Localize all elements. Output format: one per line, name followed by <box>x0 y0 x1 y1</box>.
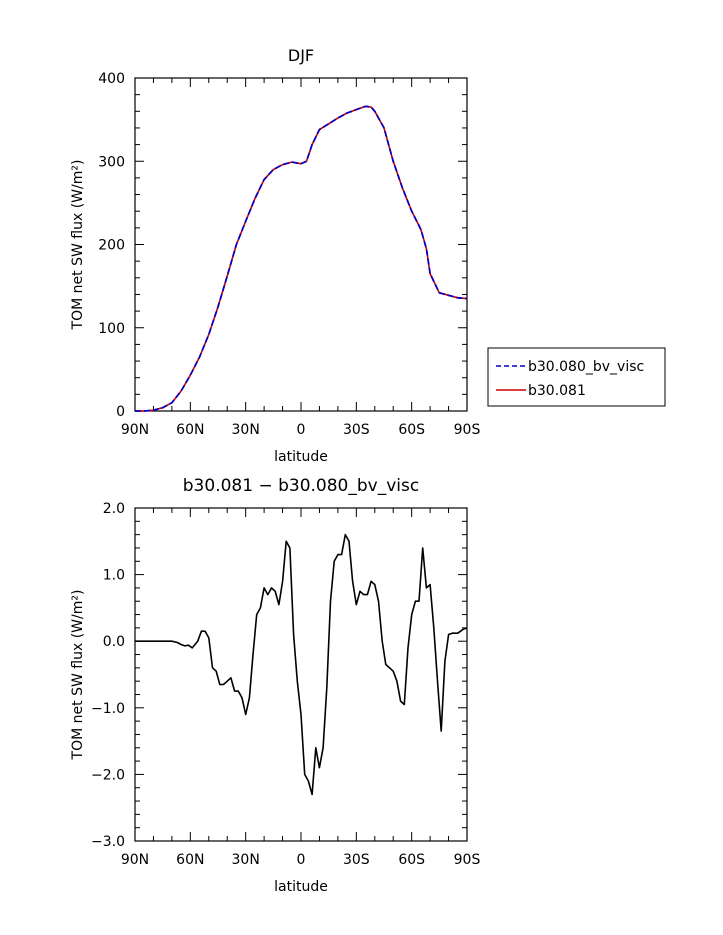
series-line-difference <box>135 533 468 796</box>
x-tick-label: 0 <box>297 422 306 438</box>
chart-title: DJF <box>288 46 314 65</box>
series-line-overlay-b30.080_bv_visc <box>135 105 468 412</box>
y-axis-label: TOM net SW flux (W/m²) <box>70 160 86 331</box>
y-tick-label: 300 <box>98 154 125 170</box>
y-tick-label: 1.0 <box>103 568 125 584</box>
bottom-panel: b30.081 − b30.080_bv_visc 90N 60N 30N 0 30S 60… <box>70 476 480 895</box>
x-tick-label: 60N <box>176 852 204 868</box>
x-tick-label: 30S <box>343 852 370 868</box>
y-tick-label: 200 <box>98 238 125 254</box>
x-tick-label: 60N <box>176 422 204 438</box>
chart-title: b30.081 − b30.080_bv_visc <box>183 476 419 496</box>
x-tick-label: 30S <box>343 422 370 438</box>
x-tick-label: 0 <box>297 852 306 868</box>
x-axis-label: latitude <box>274 449 328 465</box>
y-tick-label: −2.0 <box>91 767 125 783</box>
top-panel: DJF 90N 60N 30N 0 30S 60S 90S 0 100 200 300 400 latit… <box>70 46 666 465</box>
y-tick-label: 0 <box>116 404 125 420</box>
x-tick-label: 30N <box>232 422 260 438</box>
y-tick-label: 400 <box>98 71 125 87</box>
plot-frame <box>134 77 468 412</box>
legend: b30.080_bv_visc b30.081 <box>487 347 666 407</box>
x-tick-label: 90S <box>454 852 481 868</box>
y-tick-label: −3.0 <box>91 834 125 850</box>
series-line-b30.081 <box>135 105 468 412</box>
x-tick-label: 60S <box>398 852 425 868</box>
y-axis-label: TOM net SW flux (W/m²) <box>70 590 86 761</box>
x-tick-label: 90S <box>454 422 481 438</box>
plot-frame <box>134 507 468 842</box>
y-tick-label: 0.0 <box>103 634 125 650</box>
x-axis-label: latitude <box>274 879 328 895</box>
legend-label: b30.080_bv_visc <box>528 359 644 375</box>
x-tick-label: 60S <box>398 422 425 438</box>
legend-label: b30.081 <box>528 383 586 399</box>
x-tick-label: 90N <box>121 852 149 868</box>
x-tick-label: 90N <box>121 422 149 438</box>
x-tick-label: 30N <box>232 852 260 868</box>
y-tick-label: 2.0 <box>103 501 125 517</box>
series-line-b30.080_bv_visc <box>135 105 468 412</box>
legend-box <box>487 347 666 407</box>
y-tick-label: 100 <box>98 321 125 337</box>
y-tick-label: −1.0 <box>91 701 125 717</box>
